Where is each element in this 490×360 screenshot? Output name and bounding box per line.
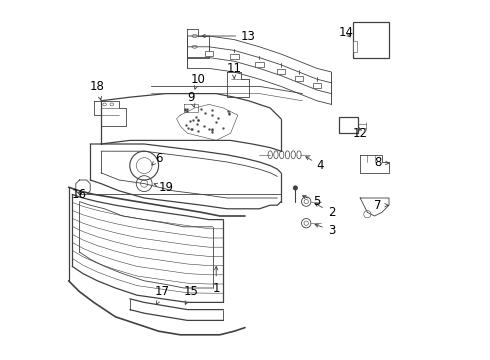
Text: 6: 6 (152, 152, 162, 165)
Text: 8: 8 (374, 156, 389, 168)
Text: 1: 1 (213, 266, 220, 294)
Circle shape (293, 185, 298, 190)
Text: 2: 2 (315, 203, 335, 219)
Text: 10: 10 (191, 73, 206, 89)
Text: 11: 11 (227, 62, 242, 78)
Text: 9: 9 (187, 91, 195, 107)
Text: 13: 13 (202, 30, 256, 42)
FancyBboxPatch shape (339, 117, 358, 133)
FancyBboxPatch shape (313, 83, 321, 88)
Text: 12: 12 (353, 127, 368, 140)
FancyBboxPatch shape (353, 22, 389, 58)
Text: 19: 19 (154, 181, 173, 194)
FancyBboxPatch shape (205, 51, 213, 56)
FancyBboxPatch shape (353, 41, 357, 52)
Text: 18: 18 (90, 80, 105, 100)
FancyBboxPatch shape (230, 54, 239, 59)
Text: 17: 17 (155, 285, 170, 305)
Text: 7: 7 (374, 199, 388, 212)
Text: 14: 14 (338, 26, 353, 39)
Text: 16: 16 (72, 188, 87, 201)
FancyBboxPatch shape (255, 62, 264, 67)
Text: 4: 4 (306, 157, 324, 172)
Text: 5: 5 (302, 195, 320, 208)
Text: 3: 3 (315, 224, 335, 237)
Text: 15: 15 (184, 285, 198, 305)
FancyBboxPatch shape (277, 69, 285, 74)
FancyBboxPatch shape (294, 76, 303, 81)
